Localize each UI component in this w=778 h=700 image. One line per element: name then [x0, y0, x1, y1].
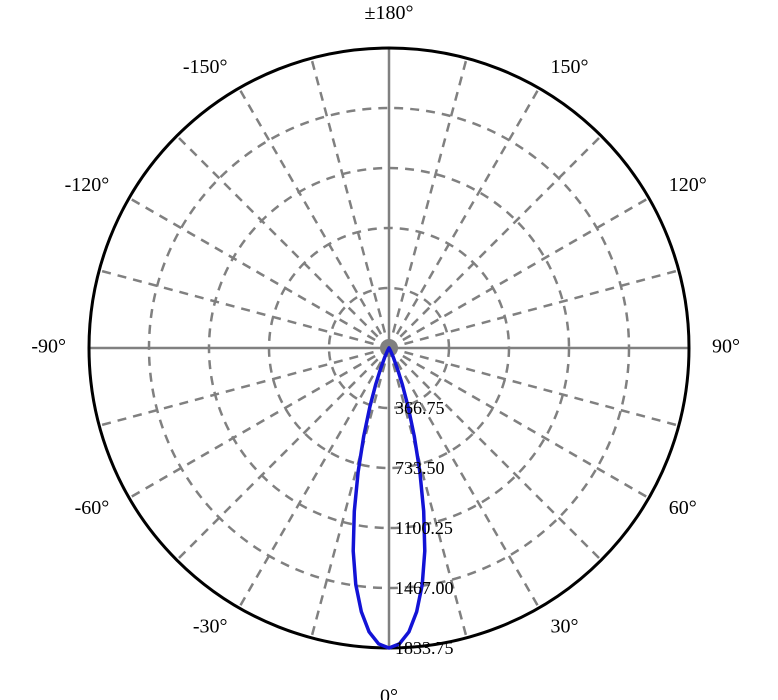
grid-spoke	[389, 58, 467, 348]
grid-spoke	[389, 136, 601, 348]
grid-spoke	[99, 270, 389, 348]
grid-spoke	[311, 348, 389, 638]
angle-label: 90°	[712, 336, 740, 358]
grid-spoke	[129, 198, 389, 348]
grid-spoke	[389, 270, 679, 348]
ring-label: 1467.00	[395, 578, 454, 598]
grid-spoke	[129, 348, 389, 498]
grid-spoke	[239, 88, 389, 348]
polar-chart-svg: 366.75 733.50 1100.25 1467.00 1833.75 0° 30° 60…	[0, 0, 778, 700]
angle-label: -90°	[31, 336, 66, 358]
angle-label: 60°	[669, 497, 697, 519]
grid-spoke	[389, 88, 539, 348]
angle-label: 120°	[669, 174, 707, 196]
angle-label: 30°	[551, 615, 579, 637]
angle-label: -60°	[75, 497, 110, 519]
angle-label: 150°	[551, 56, 589, 78]
grid-spoke	[177, 136, 389, 348]
ring-label: 733.50	[395, 458, 445, 478]
grid-spoke	[389, 198, 649, 348]
ring-label: 1100.25	[395, 518, 453, 538]
grid-spoke	[177, 348, 389, 560]
ring-label: 366.75	[395, 398, 445, 418]
angle-label: -150°	[183, 56, 228, 78]
grid-spoke	[239, 348, 389, 608]
grid-spoke	[311, 58, 389, 348]
angle-label: -120°	[65, 174, 110, 196]
grid-spoke	[99, 348, 389, 426]
angle-label: ±180°	[365, 2, 414, 24]
ring-label: 1833.75	[395, 638, 454, 658]
angle-label: 0°	[380, 686, 398, 700]
polar-chart-container: 366.75 733.50 1100.25 1467.00 1833.75 0° 30° 60…	[0, 0, 778, 700]
angle-label: -30°	[193, 615, 228, 637]
